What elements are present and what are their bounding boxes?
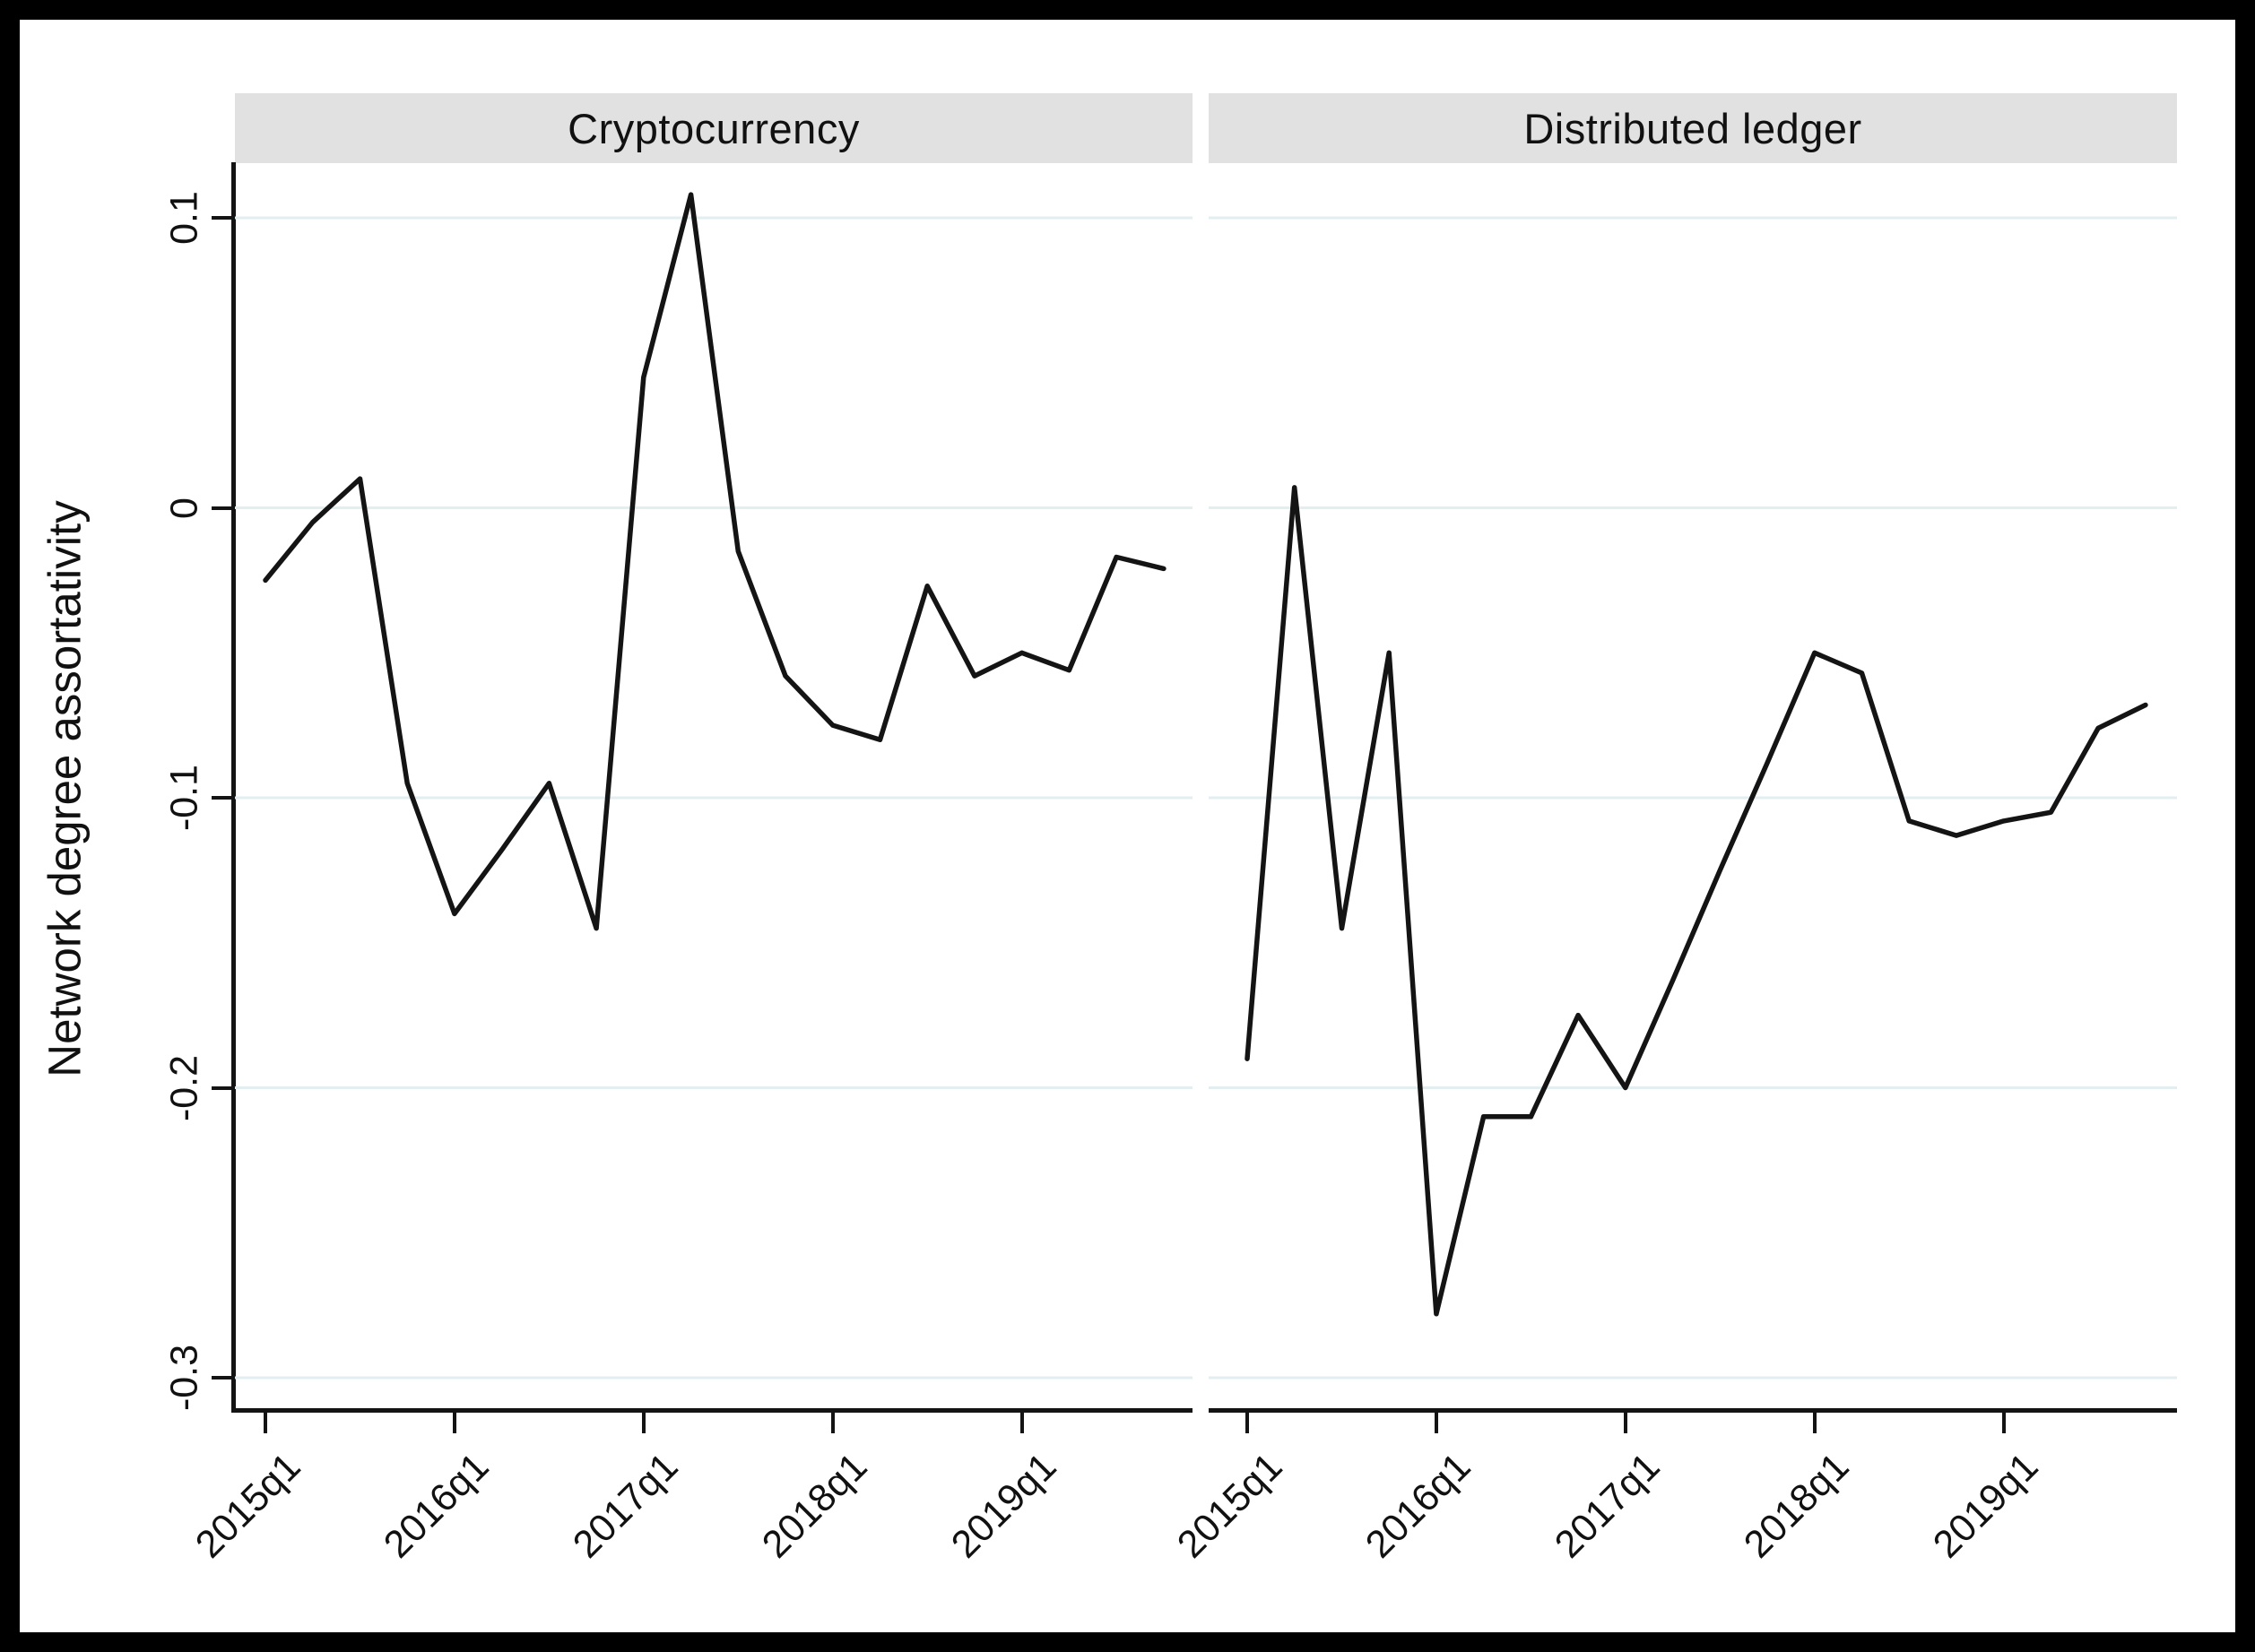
y-tick-mark bbox=[212, 1376, 235, 1380]
line-chart-panel-distributed-ledger bbox=[1209, 216, 2177, 1380]
panel-band-cryptocurrency: Cryptocurrency bbox=[235, 93, 1193, 163]
y-tick-label-text: 0.1 bbox=[162, 191, 206, 245]
x-tick-mark bbox=[1623, 1408, 1627, 1433]
data-line-cryptocurrency bbox=[263, 192, 1167, 931]
panel-title-distributed-ledger: Distributed ledger bbox=[1523, 104, 1862, 152]
x-tick-mark bbox=[264, 1408, 267, 1433]
x-tick-mark bbox=[1019, 1408, 1024, 1433]
x-tick-mark bbox=[1812, 1408, 1817, 1433]
x-tick-label: 2018q1 bbox=[1736, 1445, 1858, 1567]
x-tick-mark bbox=[452, 1408, 456, 1433]
x-tick-mark bbox=[830, 1408, 835, 1433]
y-tick-mark bbox=[212, 216, 235, 220]
x-tick-mark bbox=[641, 1408, 646, 1433]
x-tick-label: 2016q1 bbox=[1357, 1445, 1479, 1567]
x-tick-label: 2019q1 bbox=[1925, 1445, 2047, 1567]
x-tick-label: 2017q1 bbox=[1547, 1445, 1669, 1567]
y-tick-label-text: -0.3 bbox=[162, 1344, 206, 1412]
x-tick-mark bbox=[1245, 1408, 1249, 1433]
panel-band-distributed-ledger: Distributed ledger bbox=[1209, 93, 2177, 163]
y-axis-title: Network degree assortativity bbox=[39, 500, 91, 1077]
y-tick-mark bbox=[212, 1085, 235, 1090]
x-tick-label: 2015q1 bbox=[186, 1445, 308, 1567]
y-tick-mark bbox=[212, 506, 235, 510]
x-tick-label: 2018q1 bbox=[754, 1445, 876, 1567]
x-tick-label: 2016q1 bbox=[376, 1445, 498, 1567]
x-axis-line-left-panel bbox=[231, 1408, 1193, 1413]
x-tick-label: 2019q1 bbox=[943, 1445, 1065, 1567]
x-tick-label: 2015q1 bbox=[1168, 1445, 1290, 1567]
x-tick-mark bbox=[1434, 1408, 1438, 1433]
y-tick-label-text: -0.1 bbox=[162, 764, 206, 832]
y-tick-mark bbox=[212, 796, 235, 800]
x-axis-line-right-panel bbox=[1209, 1408, 2177, 1413]
y-tick-label-text: -0.2 bbox=[162, 1054, 206, 1121]
y-tick-label-text: 0 bbox=[162, 497, 206, 519]
line-chart-panel-cryptocurrency bbox=[235, 192, 1193, 1380]
data-line-distributed-ledger bbox=[1245, 485, 2148, 1317]
x-tick-mark bbox=[2001, 1408, 2006, 1433]
y-axis-line bbox=[231, 162, 236, 1412]
panel-title-cryptocurrency: Cryptocurrency bbox=[568, 104, 860, 152]
x-tick-label: 2017q1 bbox=[565, 1445, 687, 1567]
